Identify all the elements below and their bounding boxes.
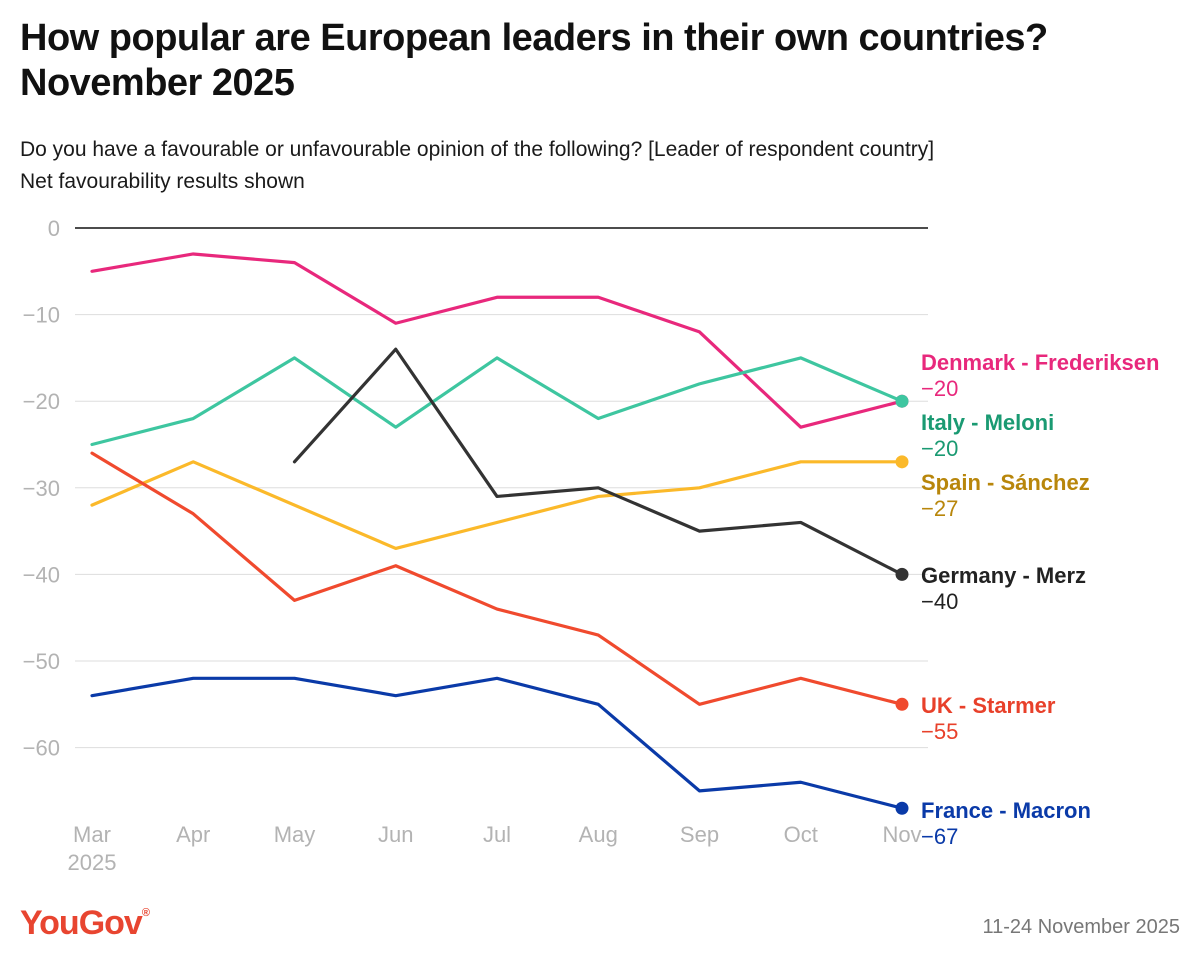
series-value-denmark-frederiksen: −20 bbox=[921, 376, 958, 401]
chart-title: How popular are European leaders in thei… bbox=[20, 17, 1048, 104]
y-tick-label: −50 bbox=[23, 649, 60, 674]
series-line-italy-meloni bbox=[90, 356, 904, 447]
series-lines bbox=[90, 252, 909, 815]
x-axis-ticks: Mar 2025 Apr May Jun Jul Aug Sep Oct Nov bbox=[68, 822, 922, 875]
y-tick-label: −60 bbox=[23, 736, 60, 761]
y-axis-ticks: 0 −10 −20 −30 −40 −50 −60 bbox=[23, 216, 60, 761]
series-line-denmark-frederiksen bbox=[90, 252, 904, 429]
series-endpoint-france-macron bbox=[895, 801, 909, 815]
series-value-italy-meloni: −20 bbox=[921, 436, 958, 461]
subtitle-note: Net favourability results shown bbox=[20, 170, 305, 193]
series-label-france-macron: France - Macron bbox=[921, 798, 1091, 823]
y-tick-label: −40 bbox=[23, 562, 60, 587]
series-endpoint-spain-sanchez bbox=[895, 455, 909, 469]
x-tick-label: Jul bbox=[483, 822, 511, 847]
yougov-logo-text: YouGov bbox=[20, 904, 143, 942]
series-line-germany-merz bbox=[292, 347, 904, 576]
yougov-logo: YouGov® bbox=[20, 904, 150, 943]
series-value-germany-merz: −40 bbox=[921, 589, 958, 614]
series-label-italy-meloni: Italy - Meloni bbox=[921, 410, 1054, 435]
series-value-spain-sanchez: −27 bbox=[921, 496, 958, 521]
chart-subtitle: Do you have a favourable or unfavourable… bbox=[20, 134, 1170, 198]
series-endpoint-germany-merz bbox=[895, 567, 909, 581]
subtitle-question: Do you have a favourable or unfavourable… bbox=[20, 138, 935, 161]
y-tick-label: −30 bbox=[23, 476, 60, 501]
series-value-uk-starmer: −55 bbox=[921, 719, 958, 744]
x-tick-label: Apr bbox=[176, 822, 210, 847]
series-value-france-macron: −67 bbox=[921, 824, 958, 849]
y-tick-label: −10 bbox=[23, 303, 60, 328]
x-tick-label: Jun bbox=[378, 822, 413, 847]
gridlines bbox=[75, 227, 928, 749]
x-tick-label: Mar bbox=[73, 822, 111, 847]
series-endpoint-italy-meloni bbox=[895, 394, 909, 408]
series-label-germany-merz: Germany - Merz bbox=[921, 563, 1086, 588]
series-label-spain-sanchez: Spain - Sánchez bbox=[921, 470, 1090, 495]
y-tick-label: −20 bbox=[23, 389, 60, 414]
series-line-uk-starmer bbox=[90, 451, 904, 706]
y-tick-label: 0 bbox=[48, 216, 60, 241]
x-tick-label: Oct bbox=[784, 822, 818, 847]
registered-mark: ® bbox=[141, 907, 150, 919]
series-label-uk-starmer: UK - Starmer bbox=[921, 693, 1056, 718]
x-tick-label: May bbox=[274, 822, 316, 847]
series-label-denmark-frederiksen: Denmark - Frederiksen bbox=[921, 350, 1159, 375]
fieldwork-dates: 11-24 November 2025 bbox=[982, 916, 1180, 938]
series-line-france-macron bbox=[90, 676, 904, 810]
x-tick-label: Nov bbox=[882, 822, 921, 847]
line-chart: 0 −10 −20 −30 −40 −50 −60 Mar 2025 Apr May Jun Jul A… bbox=[23, 216, 1160, 875]
series-endpoint-uk-starmer bbox=[895, 697, 909, 711]
series-line-spain-sanchez bbox=[90, 460, 904, 551]
x-tick-sublabel: 2025 bbox=[68, 850, 117, 875]
x-tick-label: Aug bbox=[579, 822, 618, 847]
x-tick-label: Sep bbox=[680, 822, 719, 847]
